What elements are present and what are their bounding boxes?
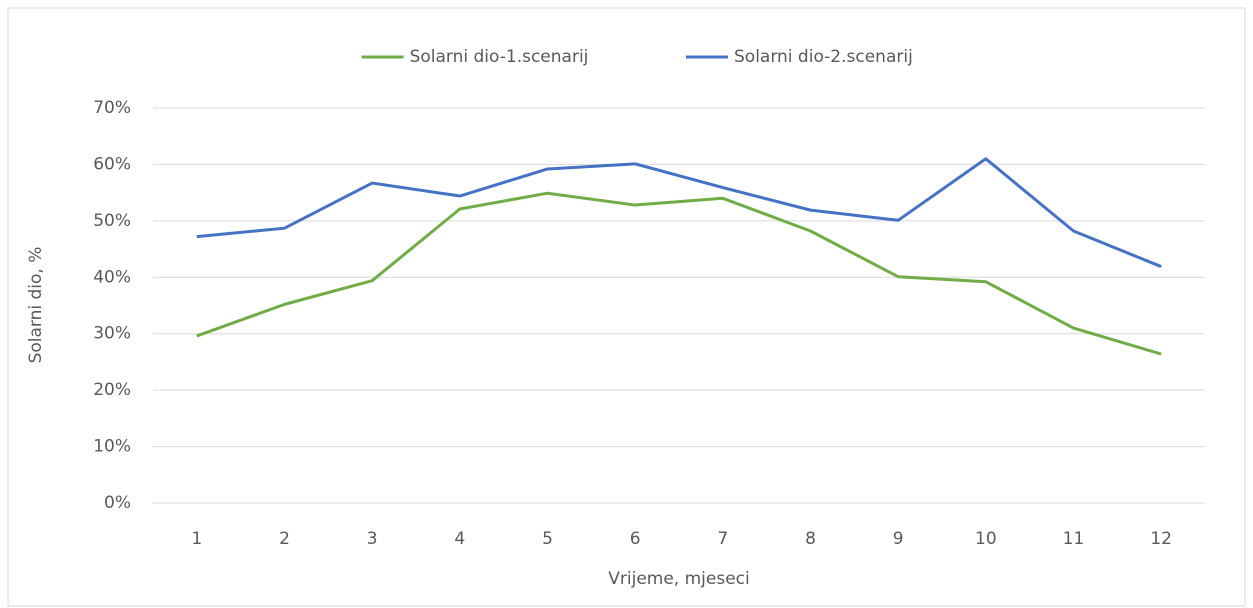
x-tick-label: 7 [717,529,728,549]
x-tick-label: 3 [367,529,378,549]
x-tick-label: 9 [893,529,904,549]
y-tick-label: 30% [93,324,131,344]
x-tick-label: 2 [279,529,290,549]
legend-label: Solarni dio-1.scenarij [410,47,589,67]
y-tick-label: 10% [93,437,131,457]
y-tick-label: 70% [93,98,131,118]
y-axis-title: Solarni dio, % [26,247,46,364]
x-tick-label: 5 [542,529,553,549]
x-tick-label: 8 [805,529,816,549]
y-tick-label: 50% [93,211,131,231]
series-line [196,191,1162,356]
y-tick-label: 40% [93,267,131,287]
y-tick-label: 20% [93,380,131,400]
x-tick-label: 4 [454,529,465,549]
y-tick-label: 0% [104,493,131,513]
x-tick-label: 10 [975,529,997,549]
y-tick-label: 60% [93,154,131,174]
legend-label: Solarni dio-2.scenarij [734,47,913,67]
chart-border [7,7,1246,607]
x-tick-label: 12 [1150,529,1172,549]
x-tick-label: 11 [1063,529,1085,549]
series-line [196,157,1162,268]
x-tick-label: 6 [630,529,641,549]
x-axis-title: Vrijeme, mjeseci [608,569,749,589]
x-tick-label: 1 [191,529,202,549]
